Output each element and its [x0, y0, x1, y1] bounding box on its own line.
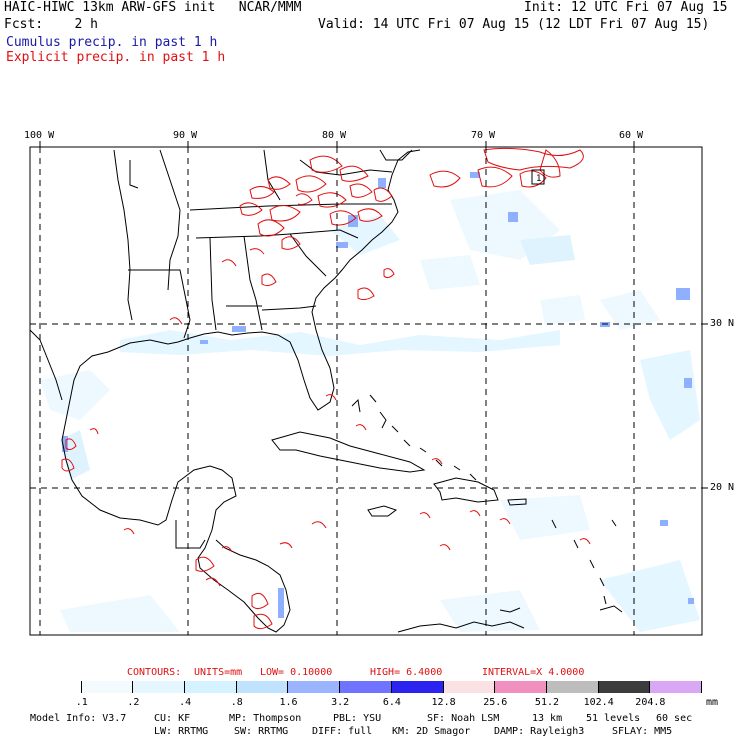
footer-diff: DIFF: full	[312, 726, 373, 737]
lon-label-70w: 70 W	[471, 130, 496, 141]
footer-lw: LW: RRTMG	[154, 726, 209, 737]
cumulus-precip-patches	[40, 190, 700, 632]
lon-label-90w: 90 W	[173, 130, 198, 141]
colorbar-unit: mm	[706, 697, 719, 708]
footer-sflay: SFLAY: MM5	[612, 726, 673, 737]
colorbar-swatch	[598, 681, 651, 693]
map-content: 1	[30, 147, 702, 635]
footer-model-info: Model Info: V3.7	[30, 713, 127, 724]
colorbar-swatch	[236, 681, 289, 693]
valid-time: Valid: 14 UTC Fri 07 Aug 15 (12 LDT Fri …	[318, 17, 710, 32]
footer-resolution: 13 km	[532, 713, 563, 724]
cumulus-precip-cells	[62, 172, 694, 618]
lon-label-80w: 80 W	[322, 130, 347, 141]
colorbar-swatch	[546, 681, 599, 693]
colorbar-swatch	[81, 681, 134, 693]
footer-sf: SF: Noah LSM	[427, 713, 500, 724]
lon-label-100w: 100 W	[24, 130, 55, 141]
svg-text:1: 1	[536, 174, 541, 184]
footer-sw: SW: RRTMG	[234, 726, 289, 737]
footer-timestep: 60 sec	[656, 713, 693, 724]
footer-km: KM: 2D Smagor	[392, 726, 471, 737]
footer-damp: DAMP: Rayleigh3	[494, 726, 585, 737]
explicit-precip-contours	[61, 147, 591, 630]
colorbar-swatch	[185, 681, 237, 693]
colorbar-tick-label: 102.4	[583, 697, 614, 708]
colorbar-swatch	[288, 681, 341, 693]
colorbar-tick-label: 6.4	[382, 697, 401, 708]
colorbar-tick-label: .8	[230, 697, 243, 708]
legend-explicit-precip: Explicit precip. in past 1 h	[6, 50, 226, 65]
model-title: HAIC-HIWC 13km ARW-GFS init NCAR/MMM	[4, 0, 302, 15]
lat-label-30n: 30 N	[710, 318, 735, 329]
colorbar-tick-label: 51.2	[534, 697, 560, 708]
colorbar-swatch	[133, 681, 186, 693]
legend-cumulus-precip: Cumulus precip. in past 1 h	[6, 35, 218, 50]
highlight-box: 1	[531, 169, 545, 185]
contour-high: HIGH= 6.4000	[370, 667, 443, 678]
map-frame	[29, 146, 703, 636]
lat-label-20n: 20 N	[710, 482, 735, 493]
footer-mp: MP: Thompson	[229, 713, 302, 724]
lon-ticks	[39, 141, 708, 489]
colorbar-swatch	[650, 681, 702, 693]
colorbar-swatch	[495, 681, 547, 693]
colorbar-tick-label: .1	[75, 697, 88, 708]
colorbar-tick-label: 25.6	[483, 697, 508, 708]
footer-cu: CU: KF	[154, 713, 191, 724]
colorbar-swatch	[391, 681, 444, 693]
contour-units: UNITS=mm	[194, 667, 243, 678]
coastlines	[30, 149, 623, 633]
colorbar-tick-label: 12.8	[431, 697, 456, 708]
colorbar-tick-label: 204.8	[635, 697, 666, 708]
lon-label-60w: 60 W	[619, 130, 644, 141]
footer-pbl: PBL: YSU	[333, 713, 382, 724]
colorbar-tick-label: 3.2	[331, 697, 350, 708]
colorbar-tick-label: .4	[179, 697, 192, 708]
graticule	[30, 147, 702, 635]
colorbar-swatch	[30, 681, 82, 693]
contour-label: CONTOURS:	[127, 667, 182, 678]
init-time: Init: 12 UTC Fri 07 Aug 15	[524, 0, 728, 15]
forecast-hour: Fcst: 2 h	[4, 17, 98, 32]
colorbar-swatch	[340, 681, 392, 693]
contour-interval: INTERVAL=X 4.0000	[482, 667, 585, 678]
footer-levels: 51 levels	[586, 713, 641, 724]
colorbar-tick-label: 1.6	[279, 697, 298, 708]
colorbar-tick-label: .2	[127, 697, 140, 708]
colorbar-swatch	[443, 681, 496, 693]
contour-low: LOW= 0.10000	[260, 667, 333, 678]
